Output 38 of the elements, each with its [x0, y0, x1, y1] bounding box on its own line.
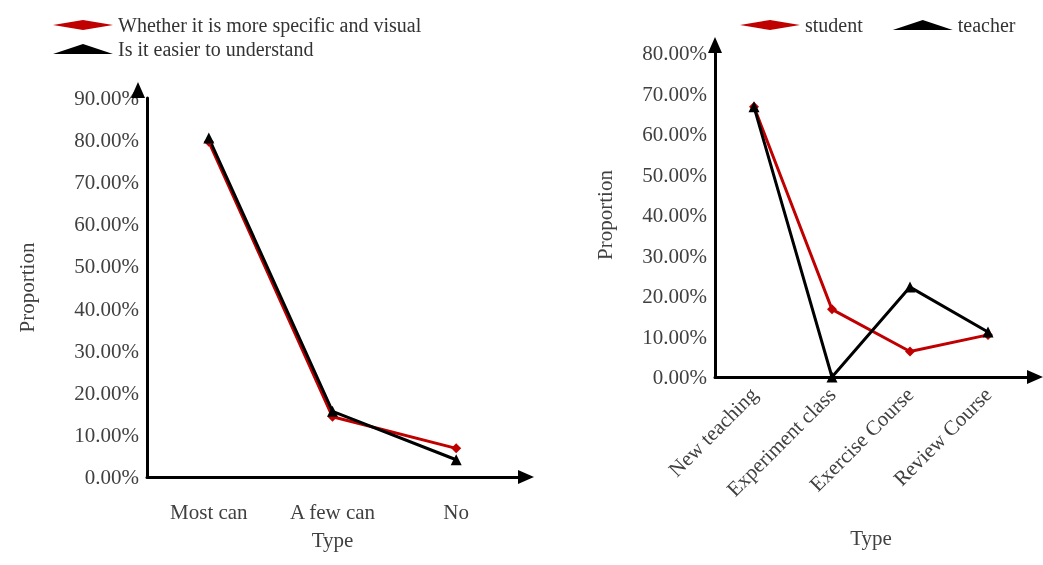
point — [450, 454, 462, 466]
y-tick-label: 70.00% — [642, 81, 707, 106]
y-axis-title: Proportion — [14, 242, 39, 333]
y-tick-label: 40.00% — [642, 203, 707, 227]
y-tick-label: 60.00% — [74, 212, 139, 237]
y-tick-label: 20.00% — [642, 284, 707, 308]
y-axis-title: Proportion — [592, 169, 617, 260]
y-tick-label: 10.00% — [74, 422, 139, 447]
x-tick-label: A few can — [289, 499, 376, 524]
legend-label: Whether it is more specific and visual — [118, 14, 422, 37]
y-tick-label: 70.00% — [74, 170, 139, 195]
point — [203, 132, 215, 144]
point — [327, 405, 338, 417]
y-tick-label: 0.00% — [84, 465, 139, 489]
x-tick-label: Most can — [170, 499, 249, 524]
y-tick-label: 50.00% — [642, 162, 707, 187]
y-tick-label: 50.00% — [74, 254, 139, 279]
point — [451, 443, 462, 454]
legend-label: Is it easier to understand — [118, 38, 314, 60]
point — [905, 346, 915, 357]
x-axis-title: Type — [850, 525, 892, 550]
y-tick-label: 20.00% — [74, 380, 139, 405]
y-tick-label: 10.00% — [642, 324, 707, 349]
y-tick-label: 80.00% — [642, 41, 707, 65]
point — [827, 304, 837, 315]
y-tick-label: 0.00% — [652, 365, 707, 389]
legend-label: student — [805, 14, 864, 36]
y-tick-label: 90.00% — [74, 86, 139, 110]
y-tick-label: 30.00% — [642, 243, 707, 268]
legend-label: teacher — [957, 14, 1016, 36]
y-tick-label: 60.00% — [642, 122, 707, 146]
x-tick-label: No — [443, 499, 469, 524]
x-axis-title: Type — [311, 527, 354, 552]
point — [826, 371, 838, 383]
y-tick-label: 30.00% — [74, 338, 139, 363]
point — [904, 281, 916, 293]
y-tick-label: 40.00% — [74, 296, 139, 321]
y-tick-label: 80.00% — [74, 128, 139, 153]
